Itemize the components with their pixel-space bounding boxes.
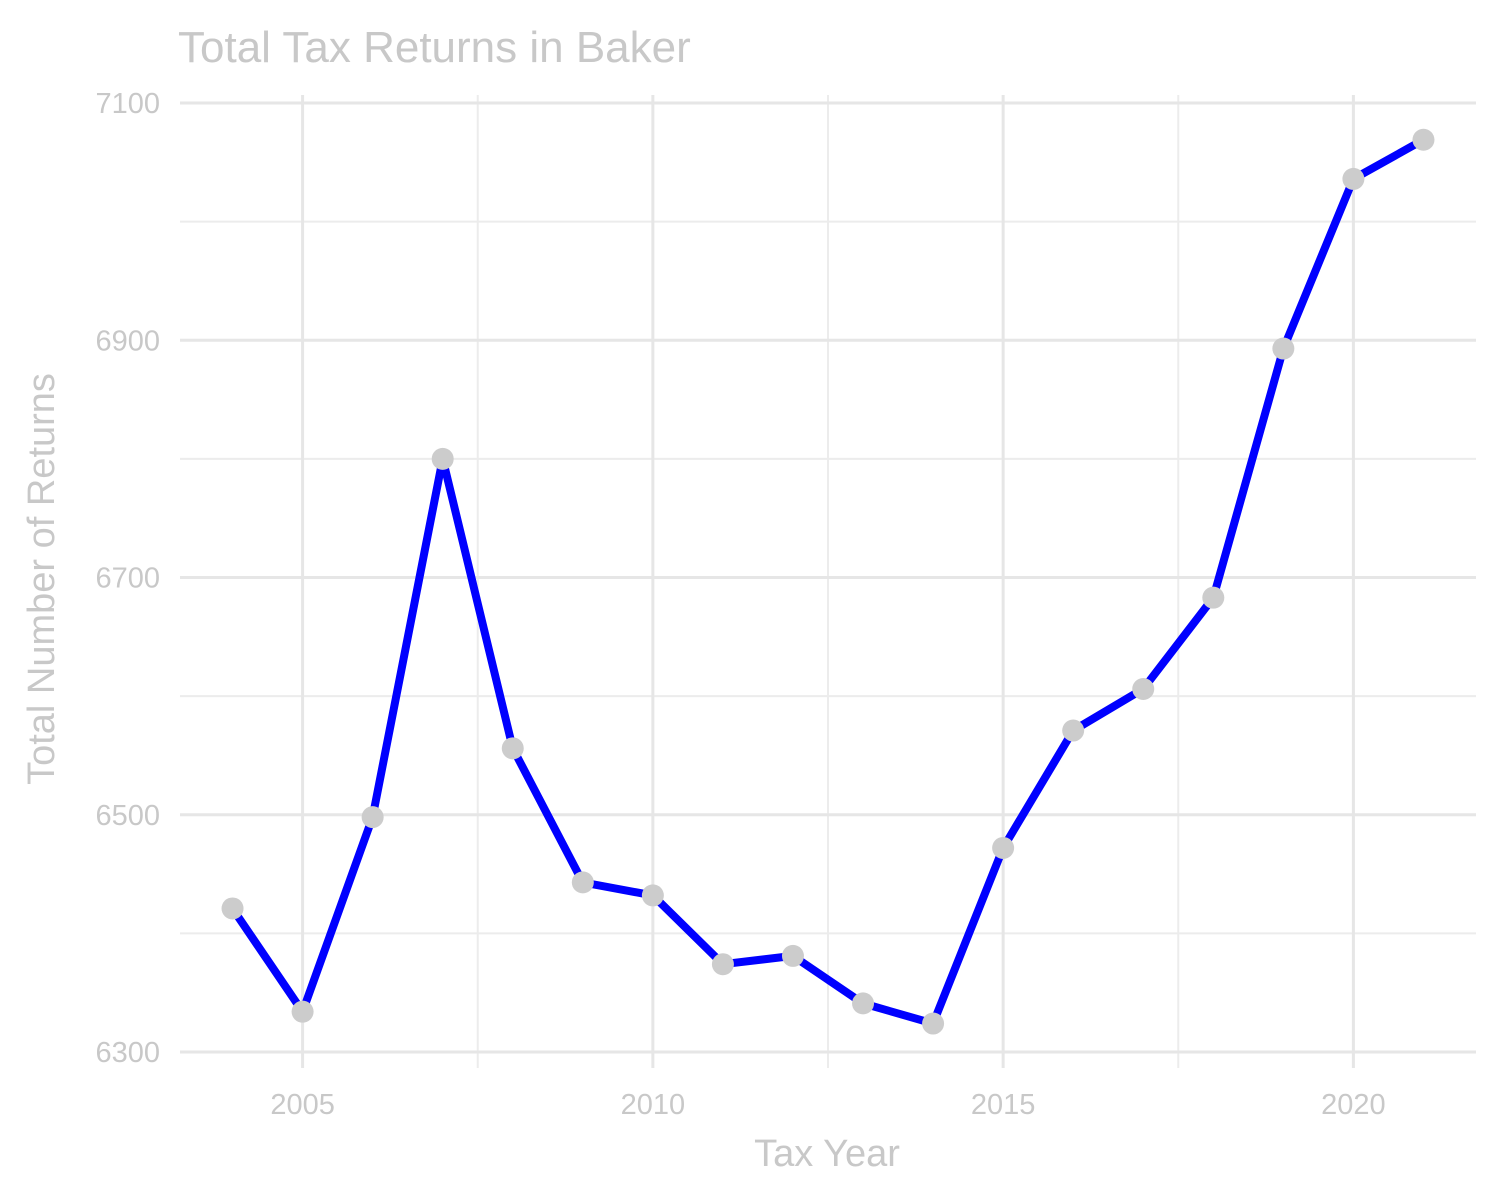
data-point [1342, 167, 1365, 190]
data-point [221, 897, 244, 920]
data-point [781, 944, 804, 967]
data-point [711, 953, 734, 976]
data-point [1132, 678, 1155, 701]
x-axis-tick-labels: 2005 2010 2015 2020 [270, 1089, 1385, 1121]
data-point [1412, 128, 1435, 151]
data-point [922, 1012, 945, 1035]
y-axis-title: Total Number of Returns [21, 373, 63, 785]
data-point [992, 836, 1015, 859]
data-point [291, 1000, 314, 1023]
data-points [221, 128, 1435, 1035]
x-tick-label: 2015 [971, 1089, 1036, 1121]
y-tick-label: 6900 [95, 325, 160, 357]
data-point [1062, 719, 1085, 742]
data-point [852, 992, 875, 1015]
y-tick-label: 6500 [95, 800, 160, 832]
x-axis-title: Tax Year [754, 1133, 900, 1175]
x-tick-label: 2020 [1321, 1089, 1386, 1121]
data-point [1202, 586, 1225, 609]
y-axis-tick-labels: 6300 6500 6700 6900 7100 [95, 88, 160, 1069]
x-tick-label: 2010 [621, 1089, 686, 1121]
minor-gridlines [180, 95, 1476, 1068]
data-point [571, 871, 594, 894]
data-point [361, 806, 384, 829]
y-tick-label: 7100 [95, 88, 160, 120]
y-tick-label: 6700 [95, 563, 160, 595]
x-tick-label: 2005 [270, 1089, 335, 1121]
data-point [501, 737, 524, 760]
y-tick-label: 6300 [95, 1037, 160, 1069]
data-point [641, 884, 664, 907]
chart-title: Total Tax Returns in Baker [178, 23, 691, 72]
data-point [1272, 337, 1295, 360]
data-point [431, 447, 454, 470]
series-line [228, 135, 1428, 1028]
